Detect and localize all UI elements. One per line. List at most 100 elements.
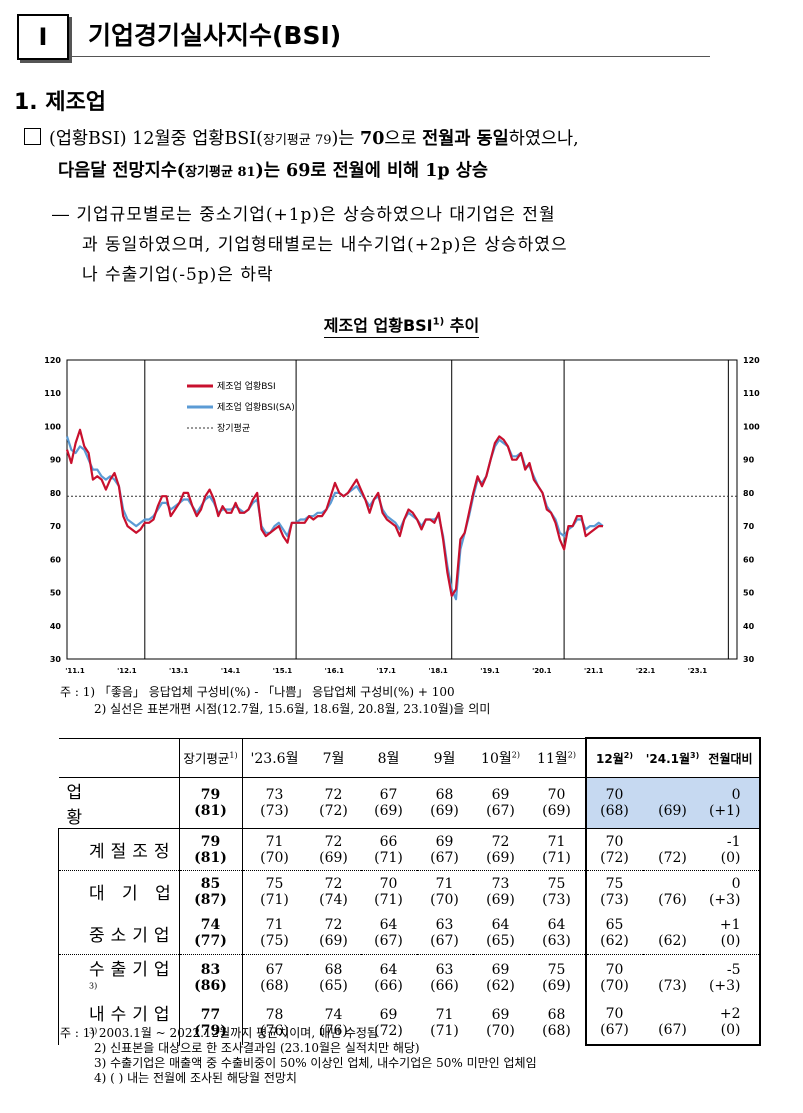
value: 64 <box>491 917 510 934</box>
x-tick-label: '17.1 <box>377 667 397 675</box>
value: 69 <box>379 1006 398 1023</box>
row-label: 대 기 업 <box>58 870 180 913</box>
header-cell: '23.6월 <box>242 737 307 778</box>
section-number: I <box>38 23 48 51</box>
section-title: 기업경기실사지수(BSI) <box>88 21 342 50</box>
table-note-4: 4) ( ) 내는 전월에 조사된 해당월 전망치 <box>94 1071 297 1085</box>
forecast-value: (73) <box>260 803 289 819</box>
header-text: 10월 <box>481 750 512 767</box>
forecast-value: (62) <box>486 977 515 994</box>
value-cell: -5 (+3) <box>702 954 761 1000</box>
value: 77 <box>200 1006 221 1023</box>
forecast-value: (65) <box>319 977 348 994</box>
value-cell: 68 (69) <box>416 777 473 829</box>
value-cell: 66 (71) <box>360 828 417 871</box>
row-label: 업 황 <box>58 777 180 829</box>
value: 69 <box>491 961 510 978</box>
legend-label: 제조업 업황BSI <box>217 381 276 392</box>
y-tick-label-left: 60 <box>50 555 62 564</box>
forecast-value: (69) <box>542 803 571 819</box>
row-label: 내수기업3) <box>58 1000 180 1045</box>
value: 70 <box>605 787 624 803</box>
x-tick-label: '18.1 <box>428 667 448 675</box>
value-cell: 73 (73) <box>242 777 307 829</box>
value-cell: 70 (67) <box>584 1000 643 1046</box>
next-month-forecast-cell: (69) <box>642 777 703 829</box>
value: 71 <box>435 875 454 892</box>
chart-title-sup: 1) <box>432 316 445 328</box>
value-cell: 67 (68) <box>242 954 307 1000</box>
value-cell: 71 (71) <box>417 1000 473 1045</box>
value: 0 <box>731 787 741 803</box>
forecast-value: (76) <box>319 1022 348 1039</box>
forecast-value: (72) <box>600 849 629 866</box>
value-cell: -1 (0) <box>702 828 761 871</box>
forecast-value: (70) <box>430 891 459 908</box>
text-c-bold: 전월과 동일 <box>422 129 509 149</box>
forecast-value: (63) <box>542 933 571 950</box>
x-tick-label: '14.1 <box>221 667 241 675</box>
forecast-value: (62) <box>600 933 629 950</box>
table-row: 대 기 업 85 (87) 75 (71) 72 (74) 70 (71) 71 (70) 73 (69… <box>58 870 761 913</box>
table-row: 수출기업3) 83 (86) 67 (68) 68 (65) 64 (66) 63 (66) 69 (6… <box>58 954 761 1000</box>
row-label: 수출기업3) <box>58 954 180 1000</box>
table-note-2: 2) 신표본을 대상으로 한 조사결과임 (23.10월은 실적치만 해당) <box>94 1041 420 1055</box>
y-tick-label-right: 80 <box>743 489 755 498</box>
forecast-value: (73) <box>542 891 571 908</box>
value-cell: 64 (67) <box>361 913 417 955</box>
table-header-row: 장기평균1) '23.6월 7월 8월 9월 10월2) 11월2) 12월2) '24.1월3… <box>58 737 761 778</box>
header-cell: 7월 <box>306 737 361 778</box>
forecast-value: (65) <box>486 933 515 950</box>
value-cell: 74 (76) <box>307 1000 361 1045</box>
value: 64 <box>379 961 398 978</box>
header-text: 9월 <box>433 750 456 767</box>
table-row: 계절조정 79 (81) 71 (70) 72 (69) 66 (71) 69 (67) 72 (69)… <box>58 828 761 871</box>
bsi-line-chart: 30 30 40 40 50 50 60 60 70 70 80 80 90 90 100 100 110 110… <box>44 356 760 675</box>
forecast-value: (68) <box>260 977 289 994</box>
forecast-value: (67) <box>374 933 403 950</box>
value: 68 <box>547 1006 566 1023</box>
y-tick-label-right: 110 <box>743 389 760 398</box>
forecast-value: (86) <box>194 977 227 994</box>
x-tick-label: '22.1 <box>636 667 656 675</box>
value: 83 <box>200 961 221 978</box>
value: 63 <box>435 961 454 978</box>
value: 67 <box>265 961 284 978</box>
table-note-3: 3) 수출기업은 매출액 중 수출비중이 50% 이상인 업체, 내수기업은 5… <box>94 1056 537 1070</box>
value-cell: 70 (68) <box>584 777 643 829</box>
forecast-value: (77) <box>194 933 227 950</box>
value: 70 <box>605 1006 624 1022</box>
row-label-text: 중소기업 <box>89 925 176 946</box>
value-cell: 70 (69) <box>528 777 586 829</box>
forecast-value: (69) <box>319 933 348 950</box>
value: +2 <box>719 1006 741 1022</box>
row-label-sup: 3) <box>89 981 98 991</box>
y-tick-label-left: 50 <box>50 589 62 598</box>
detail-line-1: ― 기업규모별로는 중소기업(+1p)은 상승하였으나 대기업은 전월 <box>52 205 556 225</box>
value-cell: 71 (70) <box>416 870 473 913</box>
header-cell: 12월2) <box>584 737 643 778</box>
value-cell: 65 (62) <box>584 912 643 955</box>
next-month-forecast-cell: (76) <box>642 870 703 913</box>
series-line-bsi <box>65 428 603 597</box>
y-tick-label-left: 40 <box>50 622 62 631</box>
value: 85 <box>200 875 221 892</box>
checkbox-square-icon <box>24 128 41 145</box>
forecast-value: (+3) <box>708 891 741 908</box>
value-cell: 67 (69) <box>360 777 417 829</box>
forecast-value: (71) <box>542 849 571 866</box>
value: 69 <box>491 1006 510 1023</box>
value-cell: 79 (81) <box>179 777 243 829</box>
forecast-value: (0) <box>720 1022 741 1038</box>
text-e-small: 장기평균 81 <box>185 165 256 180</box>
value-cell: 0 (+1) <box>702 777 761 829</box>
value: 69 <box>435 833 454 850</box>
value: 71 <box>265 917 284 934</box>
forecast-value: (71) <box>374 849 403 866</box>
value: 78 <box>265 1006 284 1023</box>
value-cell: 75 (69) <box>528 954 586 1000</box>
x-tick-label: '16.1 <box>325 667 345 675</box>
y-tick-label-left: 110 <box>44 389 61 398</box>
value: 75 <box>547 961 566 978</box>
forecast-value: (67) <box>486 803 515 819</box>
